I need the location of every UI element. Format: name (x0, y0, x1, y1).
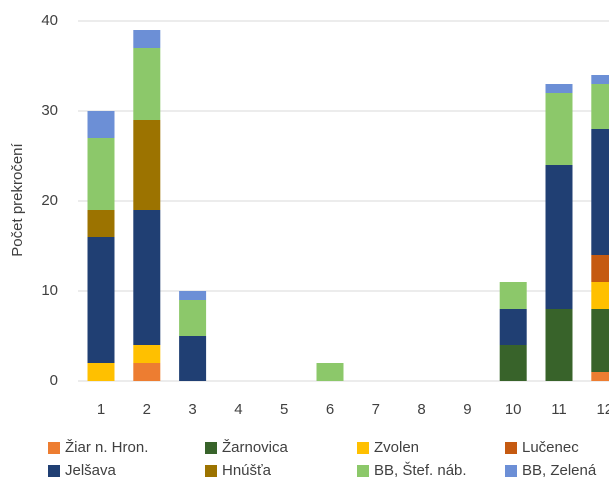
legend-label: Zvolen (374, 439, 419, 456)
x-tick-label: 3 (188, 401, 196, 418)
x-tick-label: 9 (463, 401, 471, 418)
legend-swatch (505, 465, 517, 477)
y-tick-label: 0 (50, 372, 58, 389)
y-tick-label: 40 (41, 12, 58, 29)
x-tick-label: 12 (596, 401, 609, 418)
bar-segment (499, 282, 527, 309)
bar-segment (87, 363, 115, 381)
legend-swatch (205, 465, 217, 477)
bar-segment (133, 363, 161, 381)
bar-segment (591, 282, 609, 309)
bar-segment (499, 309, 527, 345)
bar-segment (133, 210, 161, 345)
legend-swatch (205, 442, 217, 454)
x-tick-label: 5 (280, 401, 288, 418)
legend-label: BB, Štef. náb. (374, 462, 467, 479)
legend-swatch (48, 465, 60, 477)
bar-segment (133, 48, 161, 120)
bar-segment (545, 84, 573, 93)
legend-swatch (357, 442, 369, 454)
y-tick-label: 10 (41, 282, 58, 299)
bar-segment (591, 84, 609, 129)
bar-segment (179, 291, 207, 300)
x-tick-label: 7 (372, 401, 380, 418)
bar-segment (179, 300, 207, 336)
legend-label: Jelšava (65, 462, 117, 479)
x-tick-label: 11 (551, 401, 567, 418)
bar-segment (591, 255, 609, 282)
y-axis-label: Počet prekročení (9, 142, 26, 256)
bar-segment (591, 75, 609, 84)
legend-label: BB, Zelená (522, 462, 597, 479)
bar-segment (87, 237, 115, 363)
legend-swatch (357, 465, 369, 477)
bar-segment (133, 120, 161, 210)
bar-segment (133, 345, 161, 363)
legend-swatch (505, 442, 517, 454)
x-tick-label: 4 (234, 401, 242, 418)
bar-segment (545, 309, 573, 381)
legend-label: Žarnovica (222, 439, 289, 456)
x-tick-label: 10 (505, 401, 522, 418)
y-tick-label: 20 (41, 192, 58, 209)
bar-segment (316, 363, 344, 381)
x-tick-label: 8 (417, 401, 425, 418)
y-tick-label: 30 (41, 102, 58, 119)
bar-segment (87, 138, 115, 210)
legend-label: Žiar n. Hron. (65, 439, 148, 456)
x-tick-label: 2 (143, 401, 151, 418)
x-tick-label: 1 (97, 401, 105, 418)
bar-segment (499, 345, 527, 381)
legend-swatch (48, 442, 60, 454)
bar-segment (545, 165, 573, 309)
bar-segment (133, 30, 161, 48)
bar-segment (87, 111, 115, 138)
legend-label: Lučenec (522, 439, 579, 456)
bar-segment (179, 336, 207, 381)
bar-segment (591, 372, 609, 381)
x-tick-label: 6 (326, 401, 334, 418)
legend-label: Hnúšťa (222, 462, 272, 479)
bar-segment (545, 93, 573, 165)
bar-segment (591, 129, 609, 255)
bar-segment (591, 309, 609, 372)
bar-segment (87, 210, 115, 237)
